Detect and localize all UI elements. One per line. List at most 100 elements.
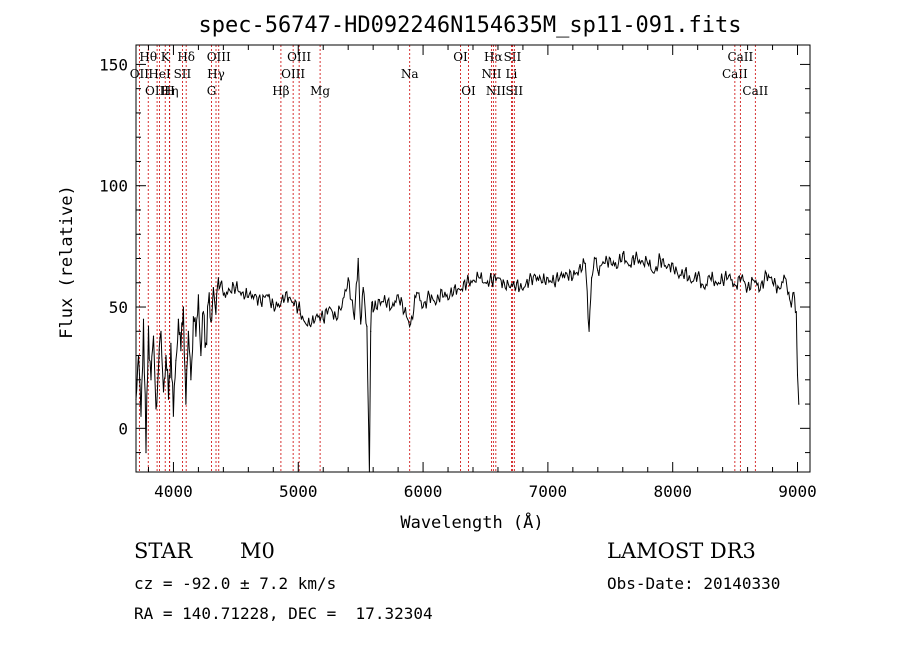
obs-date: Obs-Date: 20140330 — [607, 574, 781, 593]
spectrum-point — [285, 291, 287, 294]
spectrum-point — [272, 304, 274, 306]
spectral-line-label: SII — [504, 50, 522, 64]
spectrum-point — [572, 277, 574, 279]
spectrum-point — [790, 306, 792, 308]
spectral-line-label: Hθ — [139, 50, 157, 64]
spectrum-point — [466, 282, 468, 284]
spectrum-point — [678, 277, 680, 279]
spectrum-point — [503, 282, 505, 284]
spectrum-point — [759, 289, 761, 291]
plot-frame — [135, 44, 811, 473]
spectrum-point — [177, 318, 179, 320]
x-tick-label: 4000 — [154, 482, 193, 501]
spectrum-point — [594, 257, 596, 260]
spectrum-point — [553, 282, 555, 284]
spectrum-point — [416, 291, 418, 294]
spectrum-point — [541, 282, 543, 284]
spectral-line-label: H — [164, 84, 174, 98]
spectrum-point — [335, 316, 337, 318]
spectrum-point — [202, 311, 204, 313]
x-tick-label: 8000 — [653, 482, 692, 501]
y-tick-label: 150 — [99, 55, 128, 74]
spectrum-point — [734, 284, 736, 286]
spectrum-point — [697, 274, 699, 277]
spectrum-point — [347, 277, 349, 279]
spectral-line-label: OIII — [207, 50, 231, 64]
spectrum-point — [435, 304, 437, 306]
spectrum-point — [715, 282, 718, 284]
spectral-line-label: SII — [505, 84, 523, 98]
spectral-line-label: OI — [461, 84, 476, 98]
x-tick-label: 9000 — [778, 482, 817, 501]
spectrum-point — [235, 287, 237, 289]
spectrum-point — [357, 257, 359, 260]
spectral-line-label: OI — [453, 50, 468, 64]
spectrum-point — [195, 335, 197, 337]
spectrum-point — [260, 301, 262, 303]
spectrum-point — [372, 311, 374, 313]
spectrum-point — [728, 274, 730, 277]
x-tick-label: 5000 — [279, 482, 318, 501]
spectrum-point — [615, 267, 618, 269]
spectrum-point — [703, 287, 705, 289]
spectrum-point — [459, 289, 462, 291]
spectrum-point — [142, 318, 145, 320]
spectrum-point — [522, 289, 524, 291]
spectrum-point — [254, 294, 256, 296]
x-axis-label: Wavelength (Å) — [400, 511, 543, 533]
y-tick-label: 0 — [118, 419, 128, 438]
spectrum-point — [371, 301, 373, 303]
spectrum-point — [690, 282, 693, 284]
spectrum-point — [659, 257, 661, 260]
spectrum-point — [167, 398, 170, 400]
spectrum-point — [180, 350, 182, 352]
spectrum-point — [155, 408, 157, 410]
spectrum-point — [603, 262, 605, 264]
spectrum-point — [793, 291, 795, 294]
spectrum-point — [370, 330, 372, 332]
spectrum-point — [157, 367, 160, 369]
spectrum-point — [788, 291, 790, 294]
spectrum-point — [353, 318, 355, 320]
spectrum-point — [187, 330, 189, 332]
spectral-line-label: CaII — [742, 84, 768, 98]
spectrum-point — [591, 277, 593, 279]
spectrum-point — [584, 262, 586, 264]
spectrum-point — [162, 391, 165, 393]
spectrum-point — [220, 282, 222, 284]
spectrum-point — [709, 277, 711, 279]
spectrum-point — [765, 272, 767, 274]
spectrum-point — [175, 359, 177, 361]
spectral-line-label: K — [161, 50, 171, 64]
spectrum-point — [222, 294, 224, 296]
spectrum-point — [497, 277, 499, 279]
spectrum-point — [207, 301, 209, 303]
spectral-line-label: NII — [481, 67, 501, 81]
spectrum-point — [447, 299, 449, 301]
spectrum-point — [534, 274, 537, 277]
spectrum-point — [772, 282, 774, 284]
spectral-line-label: G — [207, 84, 217, 98]
spectrum-point — [640, 260, 643, 262]
spectrum-point — [566, 272, 568, 274]
spectral-line-label: HeI — [148, 67, 171, 81]
spectrum-point — [378, 299, 380, 301]
spectrum-point — [152, 335, 155, 337]
spectral-line-label: Hγ — [207, 67, 225, 81]
spectrum-point — [182, 306, 184, 308]
spectrum-series-line — [135, 250, 800, 473]
spectrum-point — [172, 415, 174, 417]
spectrum-point — [410, 323, 412, 325]
spectrum-point — [185, 403, 187, 405]
spectrum-point — [170, 342, 172, 344]
spectrum-point — [197, 294, 199, 296]
spectrum-point — [472, 279, 474, 281]
spectrum-point — [160, 330, 162, 332]
y-tick-label: 100 — [99, 177, 128, 196]
spectrum-point — [215, 313, 217, 315]
spectrum-point — [484, 282, 487, 284]
spectrum-point — [647, 262, 649, 264]
spectrum-point — [316, 313, 318, 315]
spectrum-point — [622, 253, 624, 255]
spectrum-point — [559, 274, 562, 277]
